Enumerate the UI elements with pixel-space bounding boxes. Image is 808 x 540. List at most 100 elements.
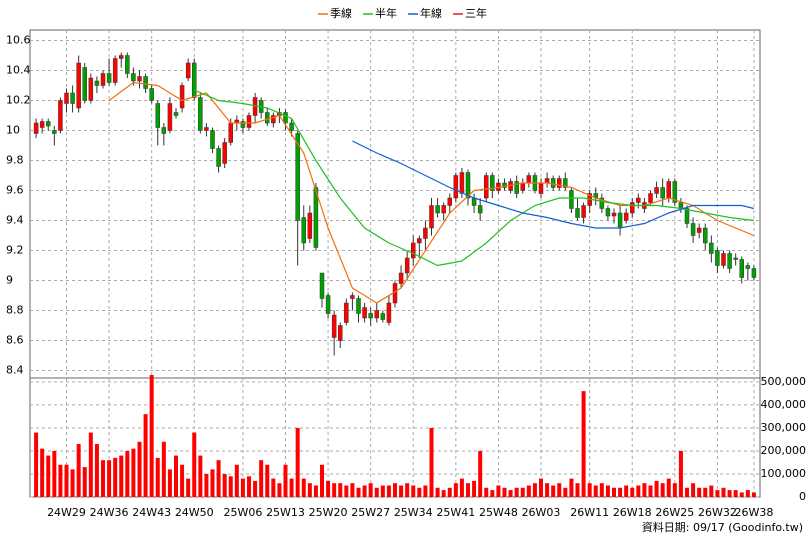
candle-body <box>52 130 57 134</box>
candle-body <box>605 208 611 217</box>
volume-bar <box>733 490 738 497</box>
volume-bar <box>672 483 677 497</box>
candle-body <box>204 127 209 131</box>
volume-bar <box>307 483 312 497</box>
volume-bar <box>228 476 233 497</box>
volume-bar <box>265 464 270 497</box>
candle-body <box>745 265 751 269</box>
candle-body <box>423 227 428 239</box>
candle-body <box>715 250 720 266</box>
candle-body <box>350 295 355 299</box>
legend-label: 三年 <box>465 6 487 20</box>
x-tick-label: 25W06 <box>223 506 262 519</box>
candle-body <box>471 197 477 206</box>
candle-body <box>672 181 678 203</box>
volume-bar <box>253 480 258 497</box>
candle-body <box>447 197 452 206</box>
candle-body <box>660 187 665 199</box>
y2-tick-label: 0 <box>799 490 806 503</box>
candle-body <box>733 257 738 260</box>
candle-body <box>307 212 313 239</box>
volume-bar <box>605 485 610 497</box>
volume-bar <box>642 483 647 497</box>
candle-body <box>581 205 586 218</box>
candle-body <box>429 205 434 229</box>
candle-body <box>404 257 410 274</box>
candle-body <box>441 205 446 214</box>
candle-body <box>265 112 270 124</box>
x-tick-label: 26W32 <box>698 506 737 519</box>
candle-body <box>751 268 757 278</box>
candle-body <box>192 62 197 98</box>
candle-body <box>216 148 221 167</box>
volume-bar <box>545 483 550 497</box>
volume-bar <box>745 490 750 497</box>
y2-tick-label: 400,000 <box>761 398 807 411</box>
volume-bar <box>210 469 215 497</box>
candle-body <box>149 88 154 101</box>
candle-body <box>520 182 525 191</box>
ma-line <box>194 89 754 267</box>
volume-bar <box>496 485 501 497</box>
volume-bar <box>557 483 562 497</box>
volume-bar <box>490 490 495 497</box>
volume-bar <box>709 485 714 497</box>
volume-bar <box>155 457 160 497</box>
volume-bar <box>192 432 197 497</box>
volume-bar <box>204 473 209 497</box>
x-tick-label: 24W29 <box>47 506 86 519</box>
volume-bar <box>186 478 191 497</box>
volume-bar <box>247 476 251 497</box>
volume-bar <box>271 478 276 497</box>
volume-bar <box>447 487 452 497</box>
volume-bar <box>624 485 629 497</box>
candle-body <box>198 97 203 131</box>
volume-bar <box>417 487 422 497</box>
volume-bar <box>514 487 519 497</box>
volume-bar <box>240 478 245 497</box>
x-tick-label: 24W36 <box>90 506 129 519</box>
volume-bar <box>64 464 69 497</box>
y2-tick-label: 100,000 <box>761 467 807 480</box>
volume-bar <box>502 487 507 497</box>
candle-body <box>64 92 69 104</box>
volume-bar <box>435 487 440 497</box>
volume-bar <box>332 483 337 497</box>
y-tick-label: 9.6 <box>6 184 24 197</box>
volume-bar <box>685 487 689 497</box>
volume-bar <box>532 483 537 497</box>
volume-bar <box>131 448 136 497</box>
volume-bar <box>569 478 574 497</box>
candle-body <box>380 313 386 320</box>
candle-body <box>678 202 684 209</box>
volume-bar <box>94 444 99 497</box>
volume-bar <box>575 483 580 497</box>
volume-bar <box>727 490 732 497</box>
volume-bar <box>88 432 93 497</box>
candle-body <box>648 193 653 203</box>
volume-bar <box>654 480 659 497</box>
volume-bar <box>429 427 434 497</box>
y-tick-label: 9 <box>6 274 13 287</box>
volume-bar <box>76 444 81 497</box>
candle-body <box>411 242 416 259</box>
volume-bar <box>180 464 185 497</box>
candle-body <box>179 85 185 109</box>
candle-body <box>386 302 392 323</box>
y-tick-label: 10.6 <box>6 34 31 47</box>
candle-body <box>155 103 160 128</box>
candle-body <box>240 121 246 128</box>
volume-bar <box>751 492 756 497</box>
y-tick-label: 9.4 <box>6 214 24 227</box>
candle-body <box>33 122 39 134</box>
volume-bar <box>277 483 282 497</box>
volume-bar <box>161 441 166 497</box>
volume-bar <box>648 485 653 497</box>
candle-body <box>362 307 367 319</box>
x-tick-label: 26W03 <box>522 506 561 519</box>
candle-body <box>611 212 617 217</box>
volume-bar <box>34 432 39 497</box>
volume-bar <box>198 455 203 497</box>
candle-body <box>313 187 319 248</box>
candle-body <box>739 259 744 278</box>
